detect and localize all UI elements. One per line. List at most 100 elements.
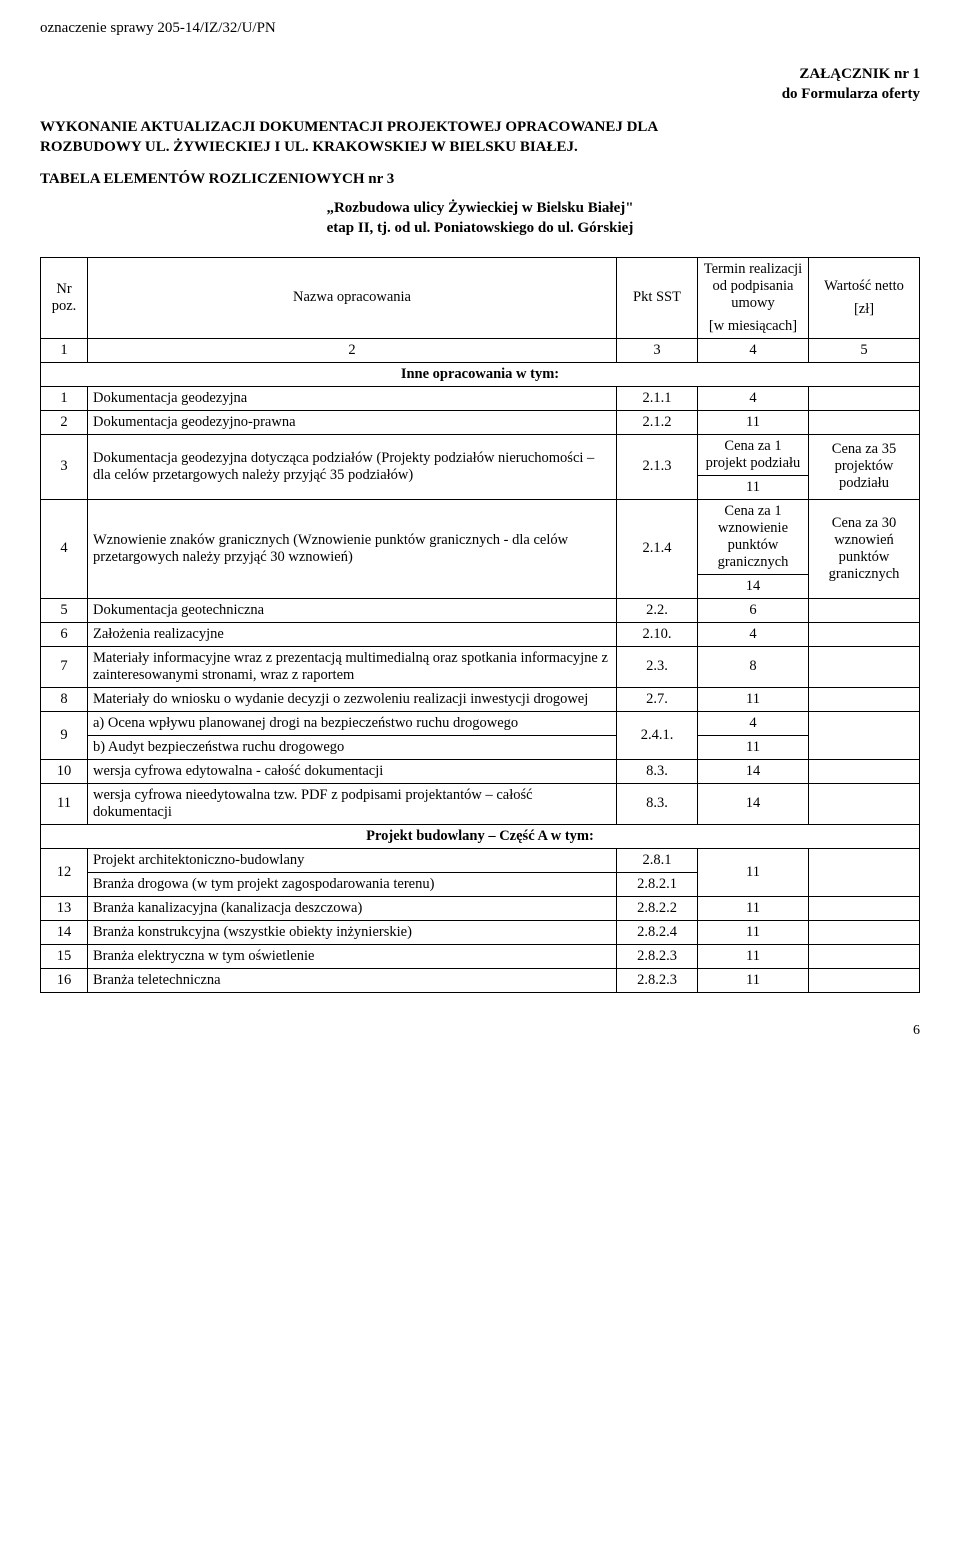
table-row: 14 Branża konstrukcyjna (wszystkie obiek… xyxy=(41,920,920,944)
section-projekt-budowlany: Projekt budowlany – Część A w tym: xyxy=(41,824,920,848)
cell-val xyxy=(809,598,920,622)
document-title: WYKONANIE AKTUALIZACJI DOKUMENTACJI PROJ… xyxy=(40,118,920,157)
cell-val xyxy=(809,386,920,410)
header-pkt: Pkt SST xyxy=(617,257,698,338)
cell-val xyxy=(809,410,920,434)
subtitle-line1: „Rozbudowa ulicy Żywieckiej w Bielsku Bi… xyxy=(326,200,633,216)
cell-pkt: 2.8.2.3 xyxy=(617,944,698,968)
cell-name-a: Projekt architektoniczno-budowlany xyxy=(88,848,617,872)
cell-term: 11 xyxy=(698,848,809,896)
page-number: 6 xyxy=(40,1023,920,1039)
cell-pkt: 2.3. xyxy=(617,646,698,687)
cell-name-b: b) Audyt bezpieczeństwa ruchu drogowego xyxy=(88,735,617,759)
cell-term: 4 xyxy=(698,622,809,646)
cell-nr: 6 xyxy=(41,622,88,646)
cell-pkt: 8.3. xyxy=(617,759,698,783)
cell-val xyxy=(809,687,920,711)
header-val-unit: [zł] xyxy=(809,298,919,321)
case-number: oznaczenie sprawy 205-14/IZ/32/U/PN xyxy=(40,20,920,37)
settlement-table: Nr poz. Nazwa opracowania Pkt SST Termin… xyxy=(40,257,920,993)
cell-pkt: 2.8.2.4 xyxy=(617,920,698,944)
cell-term-price: Cena za 1 projekt podziału xyxy=(698,434,809,475)
cell-nr: 7 xyxy=(41,646,88,687)
table-row: 5 Dokumentacja geotechniczna 2.2. 6 xyxy=(41,598,920,622)
table-row: 4 Wznowienie znaków granicznych (Wznowie… xyxy=(41,499,920,574)
cell-name-b: Branża drogowa (w tym projekt zagospodar… xyxy=(88,872,617,896)
cell-pkt: 2.2. xyxy=(617,598,698,622)
cell-name: Branża teletechniczna xyxy=(88,968,617,992)
title-line1: WYKONANIE AKTUALIZACJI DOKUMENTACJI PROJ… xyxy=(40,119,658,135)
attachment-line2: do Formularza oferty xyxy=(782,86,920,102)
cell-val xyxy=(809,622,920,646)
colnum-3: 3 xyxy=(617,338,698,362)
header-nr: Nr poz. xyxy=(41,257,88,338)
cell-pkt: 2.8.2.3 xyxy=(617,968,698,992)
header-term-unit: [w miesiącach] xyxy=(698,315,808,338)
cell-name: Materiały informacyjne wraz z prezentacj… xyxy=(88,646,617,687)
table-row: 11 wersja cyfrowa nieedytowalna tzw. PDF… xyxy=(41,783,920,824)
cell-pkt: 2.1.4 xyxy=(617,499,698,598)
cell-term: 14 xyxy=(698,783,809,824)
cell-nr: 8 xyxy=(41,687,88,711)
cell-term: 11 xyxy=(698,920,809,944)
table-row: 2 Dokumentacja geodezyjno-prawna 2.1.2 1… xyxy=(41,410,920,434)
cell-term-months: 11 xyxy=(698,475,809,499)
cell-name: Wznowienie znaków granicznych (Wznowieni… xyxy=(88,499,617,598)
header-term-text: Termin realizacji od podpisania umowy xyxy=(698,258,808,315)
cell-term-months: 14 xyxy=(698,574,809,598)
table-row: 12 Projekt architektoniczno-budowlany 2.… xyxy=(41,848,920,872)
cell-nr: 10 xyxy=(41,759,88,783)
cell-val xyxy=(809,711,920,759)
cell-name: Założenia realizacyjne xyxy=(88,622,617,646)
table-row: 6 Założenia realizacyjne 2.10. 4 xyxy=(41,622,920,646)
header-val: Wartość netto [zł] xyxy=(809,257,920,338)
section-inne-opracowania: Inne opracowania w tym: xyxy=(41,362,920,386)
attachment-header: ZAŁĄCZNIK nr 1 do Formularza oferty xyxy=(40,65,920,104)
table-row: 9 a) Ocena wpływu planowanej drogi na be… xyxy=(41,711,920,735)
cell-val: Cena za 30 wznowień punktów granicznych xyxy=(809,499,920,598)
cell-nr: 9 xyxy=(41,711,88,759)
table-row-sub: b) Audyt bezpieczeństwa ruchu drogowego … xyxy=(41,735,920,759)
cell-val xyxy=(809,783,920,824)
cell-pkt: 2.10. xyxy=(617,622,698,646)
cell-nr: 5 xyxy=(41,598,88,622)
cell-val xyxy=(809,920,920,944)
cell-nr: 1 xyxy=(41,386,88,410)
cell-nr: 2 xyxy=(41,410,88,434)
cell-name: Branża elektryczna w tym oświetlenie xyxy=(88,944,617,968)
cell-val xyxy=(809,759,920,783)
cell-nr: 11 xyxy=(41,783,88,824)
cell-name: Branża konstrukcyjna (wszystkie obiekty … xyxy=(88,920,617,944)
cell-name: Dokumentacja geodezyjna xyxy=(88,386,617,410)
cell-term: 11 xyxy=(698,944,809,968)
cell-nr: 4 xyxy=(41,499,88,598)
table-title: TABELA ELEMENTÓW ROZLICZENIOWYCH nr 3 xyxy=(40,171,920,188)
cell-name: Branża kanalizacyjna (kanalizacja deszcz… xyxy=(88,896,617,920)
cell-nr: 15 xyxy=(41,944,88,968)
cell-val: Cena za 35 projektów podziału xyxy=(809,434,920,499)
cell-term: 14 xyxy=(698,759,809,783)
table-row: 7 Materiały informacyjne wraz z prezenta… xyxy=(41,646,920,687)
cell-pkt-b: 2.8.2.1 xyxy=(617,872,698,896)
cell-term-price: Cena za 1 wznowienie punktów granicznych xyxy=(698,499,809,574)
table-subtitle: „Rozbudowa ulicy Żywieckiej w Bielsku Bi… xyxy=(40,198,920,239)
table-row: 8 Materiały do wniosku o wydanie decyzji… xyxy=(41,687,920,711)
table-column-numbers: 1 2 3 4 5 xyxy=(41,338,920,362)
cell-term-b: 11 xyxy=(698,735,809,759)
cell-nr: 3 xyxy=(41,434,88,499)
cell-pkt: 2.1.1 xyxy=(617,386,698,410)
cell-nr: 13 xyxy=(41,896,88,920)
cell-name: Dokumentacja geodezyjno-prawna xyxy=(88,410,617,434)
cell-term: 11 xyxy=(698,896,809,920)
cell-pkt: 2.4.1. xyxy=(617,711,698,759)
cell-pkt: 2.8.2.2 xyxy=(617,896,698,920)
table-row: 16 Branża teletechniczna 2.8.2.3 11 xyxy=(41,968,920,992)
cell-name: Dokumentacja geodezyjna dotycząca podzia… xyxy=(88,434,617,499)
header-name: Nazwa opracowania xyxy=(88,257,617,338)
table-row: 3 Dokumentacja geodezyjna dotycząca podz… xyxy=(41,434,920,475)
cell-term: 4 xyxy=(698,386,809,410)
cell-term-a: 4 xyxy=(698,711,809,735)
colnum-1: 1 xyxy=(41,338,88,362)
cell-name-a: a) Ocena wpływu planowanej drogi na bezp… xyxy=(88,711,617,735)
table-row: 13 Branża kanalizacyjna (kanalizacja des… xyxy=(41,896,920,920)
